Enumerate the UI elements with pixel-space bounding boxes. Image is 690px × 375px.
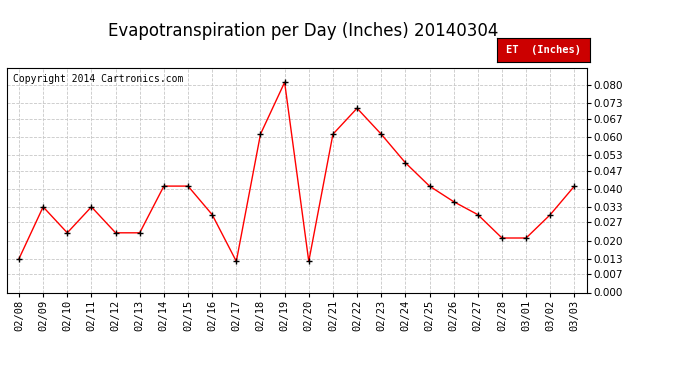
Text: ET  (Inches): ET (Inches) <box>506 45 581 55</box>
Text: Evapotranspiration per Day (Inches) 20140304: Evapotranspiration per Day (Inches) 2014… <box>108 22 499 40</box>
Text: Copyright 2014 Cartronics.com: Copyright 2014 Cartronics.com <box>12 74 183 84</box>
